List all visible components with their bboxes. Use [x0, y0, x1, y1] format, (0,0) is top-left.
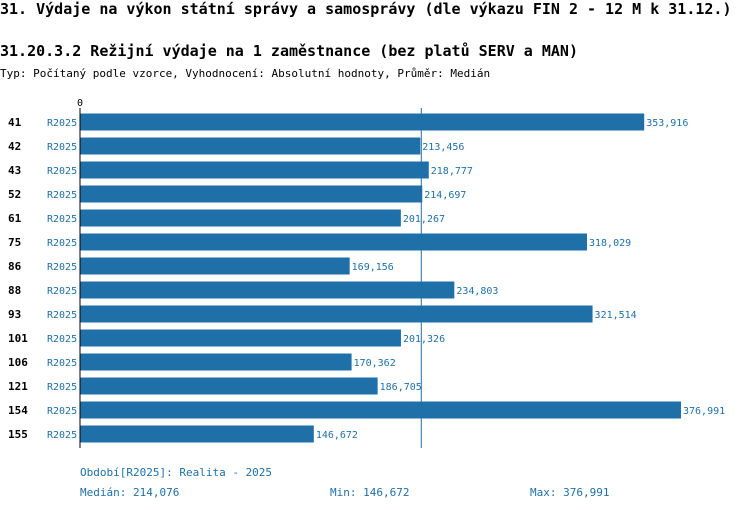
value-label: 169,156 — [352, 262, 394, 273]
category-label: 43 — [8, 164, 21, 177]
series-label: R2025 — [47, 358, 77, 369]
category-label: 106 — [8, 356, 28, 369]
series-label: R2025 — [47, 142, 77, 153]
series-label: R2025 — [47, 334, 77, 345]
bar — [80, 113, 645, 131]
bar — [80, 257, 350, 275]
footer-period: Období[R2025]: Realita - 2025 — [80, 466, 273, 479]
category-label: 88 — [8, 284, 21, 297]
series-label: R2025 — [47, 382, 77, 393]
value-label: 186,705 — [380, 382, 422, 393]
value-label: 170,362 — [354, 358, 396, 369]
series-label: R2025 — [47, 166, 77, 177]
category-label: 154 — [8, 404, 28, 417]
bar — [80, 161, 429, 179]
value-label: 353,916 — [646, 118, 688, 129]
bar — [80, 305, 593, 323]
category-label: 61 — [8, 212, 22, 225]
series-label: R2025 — [47, 286, 77, 297]
series-label: R2025 — [47, 238, 77, 249]
value-label: 218,777 — [431, 166, 473, 177]
category-label: 42 — [8, 140, 21, 153]
value-label: 321,514 — [595, 310, 637, 321]
category-label: 93 — [8, 308, 21, 321]
series-label: R2025 — [47, 118, 77, 129]
bar — [80, 353, 352, 371]
series-label: R2025 — [47, 262, 77, 273]
bar — [80, 329, 401, 347]
value-label: 213,456 — [422, 142, 464, 153]
bar — [80, 185, 423, 203]
bar — [80, 425, 314, 443]
series-label: R2025 — [47, 190, 77, 201]
category-label: 75 — [8, 236, 21, 249]
value-label: 201,326 — [403, 334, 445, 345]
series-label: R2025 — [47, 214, 77, 225]
category-label: 86 — [8, 260, 22, 273]
value-label: 214,697 — [424, 190, 466, 201]
chart-subtitle: 31.20.3.2 Režijní výdaje na 1 zaměstnanc… — [0, 42, 578, 60]
chart-type-info: Typ: Počítaný podle vzorce, Vyhodnocení:… — [0, 67, 491, 80]
category-label: 121 — [8, 380, 28, 393]
value-label: 318,029 — [589, 238, 631, 249]
series-label: R2025 — [47, 310, 77, 321]
footer-median: Medián: 214,076 — [80, 486, 180, 499]
bar — [80, 233, 588, 251]
footer-min: Min: 146,672 — [330, 486, 410, 499]
series-label: R2025 — [47, 406, 77, 417]
bar — [80, 209, 401, 227]
series-label: R2025 — [47, 430, 77, 441]
value-label: 201,267 — [403, 214, 445, 225]
category-label: 41 — [8, 116, 22, 129]
category-label: 101 — [8, 332, 28, 345]
footer-max: Max: 376,991 — [530, 486, 610, 499]
category-label: 155 — [8, 428, 28, 441]
bar — [80, 401, 681, 419]
category-label: 52 — [8, 188, 21, 201]
value-label: 146,672 — [316, 430, 358, 441]
bar — [80, 137, 421, 155]
page-title: 31. Výdaje na výkon státní správy a samo… — [0, 0, 732, 18]
bar — [80, 377, 378, 395]
bar — [80, 281, 455, 299]
axis-zero-label: 0 — [77, 98, 83, 109]
value-label: 376,991 — [683, 406, 725, 417]
value-label: 234,803 — [456, 286, 498, 297]
